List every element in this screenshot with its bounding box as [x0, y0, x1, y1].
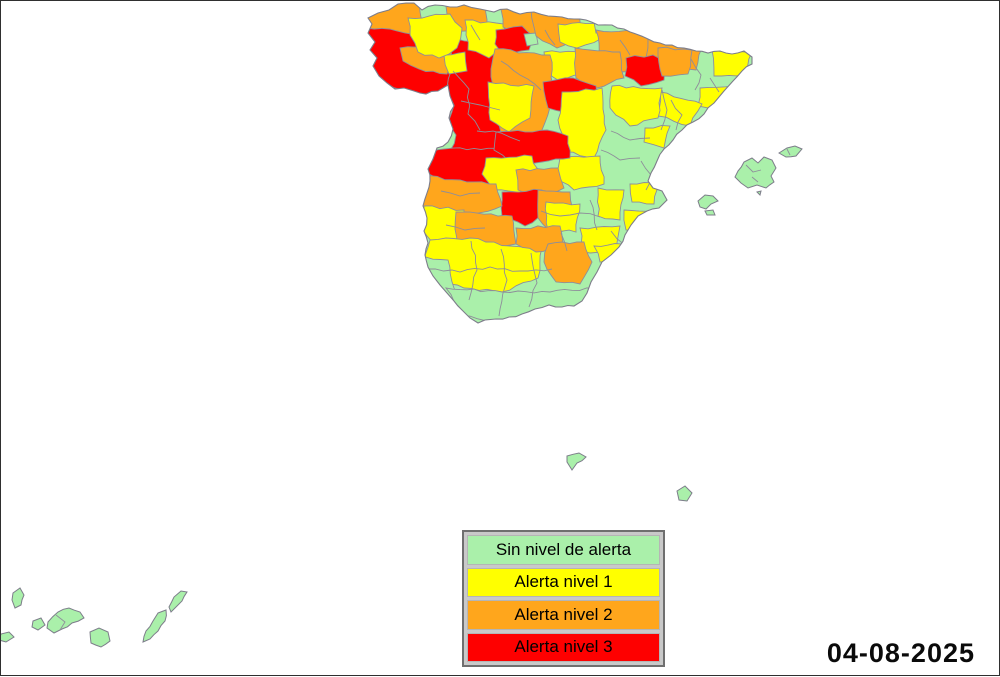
zone-boundary-22 [440, 190, 481, 197]
zone-boundary-18 [544, 29, 556, 46]
zone-boundary-9 [560, 232, 568, 252]
island-boundary-0 [745, 164, 762, 173]
legend-label-level-1: Alerta nivel 1 [514, 572, 613, 592]
region-cuenca-este [597, 187, 625, 221]
island-boundary-3 [55, 614, 66, 631]
region-lugo [407, 13, 463, 59]
region-burgos-norte [574, 47, 625, 89]
zone-boundary-7 [528, 252, 538, 308]
zone-boundary-2 [460, 100, 501, 111]
peninsula-layer [368, 3, 752, 323]
region-ourense-este [443, 51, 468, 75]
island-menorca [778, 145, 803, 158]
zone-boundary-19 [619, 39, 631, 56]
region-lleida-norte [657, 46, 693, 77]
zone-boundary-8 [540, 210, 601, 218]
region-huesca [624, 54, 667, 87]
legend-row-level-2: Alerta nivel 2 [467, 600, 660, 630]
island-la-gomera [31, 617, 46, 631]
island-la-palma [11, 587, 25, 609]
island-el-hierro [1, 631, 15, 643]
island-fuerteventura [142, 609, 167, 643]
island-formentera [704, 209, 716, 216]
zone-boundary-5 [468, 240, 478, 301]
legend-label-level-2: Alerta nivel 2 [514, 604, 613, 624]
region-valencia-norte [629, 181, 659, 205]
zone-boundary-3 [476, 130, 521, 142]
legend-row-no-alert: Sin nivel de alerta [467, 535, 660, 565]
island-boundary-2 [786, 148, 791, 156]
zone-boundary-12 [600, 149, 641, 161]
legend-label-no-alert: Sin nivel de alerta [495, 539, 632, 559]
zone-boundary-15 [709, 77, 720, 93]
zone-boundary-23 [445, 224, 486, 231]
island-lanzarote [168, 590, 188, 613]
zone-boundary-4 [426, 266, 553, 273]
region-cantabria-verde [523, 32, 539, 47]
zone-boundary-16 [670, 99, 683, 131]
legend-row-level-1: Alerta nivel 1 [467, 567, 660, 597]
island-tenerife [46, 607, 85, 634]
region-ebro-delta [643, 124, 671, 149]
coastline [367, 2, 753, 324]
zone-boundary-14 [690, 58, 702, 91]
island-cabrera [756, 190, 762, 196]
island-boundary-1 [751, 176, 759, 183]
region-valencia-sur [623, 209, 655, 235]
island-ibiza [697, 194, 719, 210]
map-date: 04-08-2025 [826, 638, 975, 668]
zone-boundary-6 [498, 248, 508, 317]
region-soria [557, 87, 607, 159]
zone-boundary-13 [660, 89, 668, 131]
alert-legend: Sin nivel de alerta Alerta nivel 1 Alert… [462, 530, 665, 667]
legend-row-level-3: Alerta nivel 3 [467, 632, 660, 662]
region-cuenca [544, 201, 581, 233]
island-ceuta [566, 452, 587, 471]
region-almeria-este [633, 243, 667, 269]
region-zaragoza [609, 84, 663, 127]
zone-boundary-17 [470, 24, 481, 41]
zone-boundary-0 [452, 70, 481, 131]
zone-boundary-10 [589, 199, 598, 231]
zone-boundary-11 [610, 130, 651, 141]
zone-boundary-1 [500, 60, 542, 91]
island-mallorca [734, 156, 777, 189]
region-valladolid [487, 81, 535, 133]
island-gran-canaria [89, 627, 111, 648]
island-melilla [676, 485, 693, 502]
legend-label-level-3: Alerta nivel 3 [514, 637, 613, 657]
